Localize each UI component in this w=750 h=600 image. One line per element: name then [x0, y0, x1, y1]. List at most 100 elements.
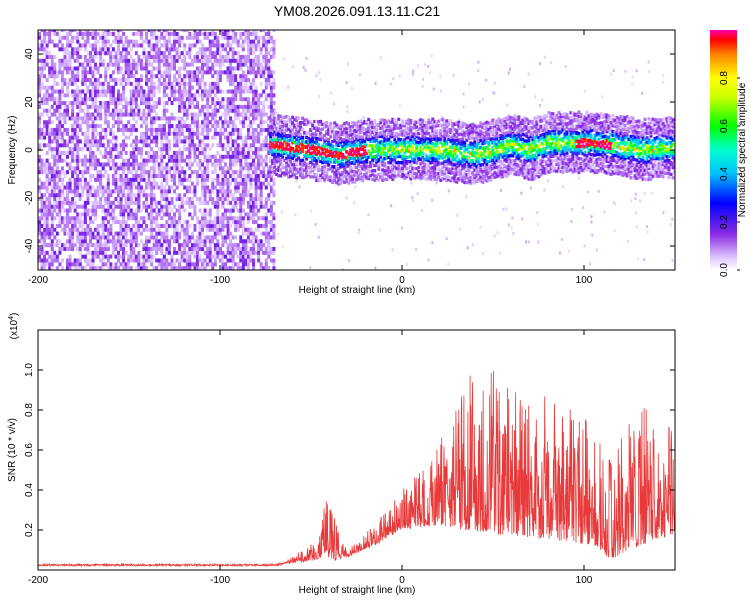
spectrogram-cell — [315, 162, 319, 166]
spectrogram-cell — [329, 131, 333, 136]
spectrogram-cell — [157, 262, 161, 267]
spectrogram-cell — [298, 185, 301, 189]
spectrogram-cell — [99, 174, 103, 178]
spectrogram-cell — [264, 266, 268, 270]
spectrogram-cell — [142, 227, 146, 232]
spectrogram-cell — [363, 172, 367, 177]
spectrogram-cell — [139, 170, 143, 175]
spectrogram-cell — [170, 101, 174, 106]
spectrogram-cell — [175, 31, 179, 36]
spectrogram-cell — [173, 170, 177, 175]
spectrogram-cell — [269, 35, 273, 40]
spectrogram-cell — [119, 181, 123, 186]
spectrogram-cell — [193, 254, 197, 259]
spectrogram-cell — [262, 39, 266, 44]
spectrogram-cell — [269, 39, 273, 44]
spectrogram-cell — [203, 181, 207, 186]
spectrogram-cell — [218, 70, 222, 75]
spectrogram-cell — [309, 143, 313, 147]
spectrogram-cell — [236, 81, 240, 86]
spectrogram-cell — [239, 246, 243, 251]
spectrogram-cell — [173, 246, 177, 251]
spectrogram-cell — [193, 204, 197, 209]
spectrogram-cell — [78, 246, 82, 251]
spectrogram-cell — [165, 135, 169, 140]
spectrogram-cell — [129, 131, 133, 136]
spectrogram-cell — [249, 231, 253, 236]
spectrogram-cell — [303, 153, 307, 158]
spectrogram-cell — [180, 250, 184, 255]
spectrogram-cell — [147, 254, 151, 259]
spectrogram-cell — [267, 266, 271, 270]
spectrogram-cell — [315, 158, 319, 162]
spectrogram-cell — [162, 39, 166, 44]
spectrogram-cell — [73, 47, 77, 52]
spectrogram-cell — [178, 158, 182, 163]
spectrogram-cell — [106, 174, 110, 178]
spectrogram-cell — [216, 70, 220, 75]
spectrogram-cell — [283, 137, 287, 141]
spectrogram-cell — [145, 58, 149, 63]
spectrogram-cell — [40, 246, 44, 251]
spectrogram-cell — [73, 177, 77, 182]
spectrogram-cell — [226, 66, 230, 71]
spectrogram-cell — [211, 154, 215, 159]
spectrogram-cell — [321, 151, 325, 155]
spectrogram-cell — [236, 262, 240, 267]
spectrogram-cell — [127, 112, 131, 117]
spectrogram-cell — [48, 93, 52, 98]
spectrogram-cell — [195, 154, 199, 159]
spectrogram-cell — [349, 152, 353, 156]
spectrogram-cell — [289, 174, 293, 178]
spectrogram-cell — [134, 243, 138, 248]
spectrogram-cell — [218, 246, 222, 251]
spectrogram-cell — [259, 154, 263, 159]
spectrogram-cell — [249, 104, 253, 109]
spectrogram-cell — [239, 85, 243, 90]
spectrogram-cell — [109, 150, 113, 155]
spectrogram-cell — [303, 161, 307, 165]
spectrogram-cell — [327, 157, 331, 161]
spectrogram-cell — [63, 223, 67, 228]
spectrogram-cell — [272, 227, 276, 232]
spectrogram-cell — [165, 66, 169, 71]
spectrogram-cell — [291, 123, 295, 128]
spectrogram-cell — [262, 170, 266, 175]
spectrogram-cell — [150, 120, 154, 125]
spectrogram-cell — [343, 174, 347, 178]
spectrogram-cell — [180, 223, 184, 228]
spectrogram-cell — [216, 246, 220, 251]
spectrogram-cell — [269, 104, 273, 109]
spectrogram-cell — [111, 89, 115, 94]
spectrogram-cell — [68, 70, 72, 75]
spectrogram-cell — [173, 62, 177, 67]
spectrogram-cell — [99, 139, 103, 144]
spectrogram-cell — [66, 58, 70, 63]
spectrogram-cell — [221, 170, 225, 175]
spectrogram-cell — [160, 139, 164, 144]
spectrogram-cell — [254, 200, 258, 205]
spectrogram-cell — [50, 174, 54, 178]
spectrogram-cell — [231, 216, 235, 221]
spectrogram-cell — [279, 168, 283, 172]
spectrogram-cell — [88, 104, 92, 109]
spectrogram-cell — [160, 158, 164, 163]
spectrogram-cell — [167, 31, 171, 36]
spectrogram-cell — [119, 127, 123, 132]
spectrogram-cell — [239, 131, 243, 136]
spectrogram-cell — [325, 168, 329, 172]
spectrogram-cell — [195, 170, 199, 175]
spectrogram-cell — [122, 58, 126, 63]
spectrogram-cell — [262, 127, 266, 132]
spectrogram-cell — [155, 131, 159, 136]
spectrogram-cell — [313, 150, 317, 155]
spectrogram-cell — [180, 266, 184, 270]
spectrogram-cell — [66, 231, 70, 236]
spectrogram-cell — [124, 54, 128, 59]
spectrogram-cell — [639, 199, 642, 203]
spectrogram-cell — [218, 158, 222, 163]
spectrogram-cell — [285, 158, 289, 162]
spectrogram-cell — [351, 156, 355, 161]
spectrogram-cell — [55, 162, 59, 167]
spectrogram-cell — [157, 185, 161, 190]
